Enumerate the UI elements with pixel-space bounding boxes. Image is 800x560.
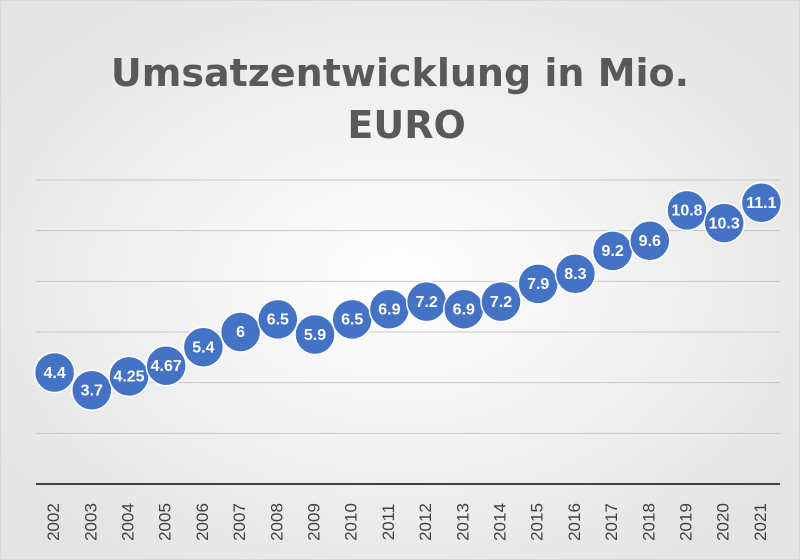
x-tick-label: 2020	[714, 503, 733, 541]
marker	[257, 298, 299, 341]
chart-title: Umsatzentwicklung in Mio. EURO	[111, 51, 689, 147]
x-tick-label: 2005	[156, 503, 175, 541]
data-label: 6.5	[267, 312, 289, 329]
marker	[145, 344, 187, 387]
x-tick-label: 2013	[453, 503, 472, 541]
title-line: EURO	[334, 103, 466, 147]
data-label: 3.7	[81, 382, 103, 399]
data-label: 9.2	[601, 243, 623, 260]
data-label: 4.4	[43, 365, 65, 382]
data-label: 4.25	[113, 369, 144, 386]
marker	[740, 182, 783, 224]
data-label: 6.9	[378, 301, 400, 318]
data-label: 7.9	[527, 276, 549, 293]
x-tick-label: 2007	[230, 503, 249, 541]
x-tick-label: 2017	[602, 503, 621, 541]
marker	[219, 311, 262, 353]
x-tick-label: 2019	[676, 503, 695, 541]
x-tick-label: 2015	[528, 503, 547, 541]
data-label: 4.67	[151, 358, 182, 375]
x-tick-label: 2018	[639, 503, 658, 541]
marker	[182, 326, 225, 368]
x-tick-label: 2011	[379, 504, 398, 541]
x-tick-label: 2004	[118, 503, 137, 541]
data-label: 10.3	[709, 215, 740, 232]
x-tick-label: 2003	[81, 503, 100, 541]
x-tick-label: 2016	[565, 503, 584, 541]
marker	[666, 189, 708, 232]
x-tick-label: 2021	[751, 503, 770, 541]
marker	[71, 369, 113, 412]
data-label: 8.3	[564, 266, 586, 283]
x-tick-label: 2006	[193, 503, 212, 541]
marker	[629, 220, 671, 262]
data-label: 5.9	[304, 327, 326, 344]
data-label: 6.5	[341, 312, 363, 329]
data-label: 9.6	[639, 233, 661, 250]
data-label: 7.2	[490, 294, 512, 311]
marker	[294, 313, 336, 356]
x-tick-label: 2002	[44, 503, 63, 541]
data-label: 11.1	[746, 195, 776, 212]
marker	[703, 202, 745, 244]
data-label: 6	[236, 324, 245, 341]
title-line: Umsatzentwicklung in Mio.	[111, 51, 689, 95]
data-label: 10.8	[671, 203, 702, 220]
marker	[554, 252, 597, 295]
data-label: 6.9	[453, 301, 475, 318]
x-tick-label: 2008	[267, 503, 286, 541]
marker	[33, 351, 76, 394]
marker	[480, 280, 522, 323]
data-label: 5.4	[192, 339, 214, 356]
x-tick-label: 2014	[490, 503, 509, 541]
x-tick-label: 2010	[342, 503, 361, 541]
x-tick-label: 2009	[304, 503, 323, 541]
x-tick-label: 2012	[416, 503, 435, 541]
data-label: 7.2	[415, 294, 437, 311]
